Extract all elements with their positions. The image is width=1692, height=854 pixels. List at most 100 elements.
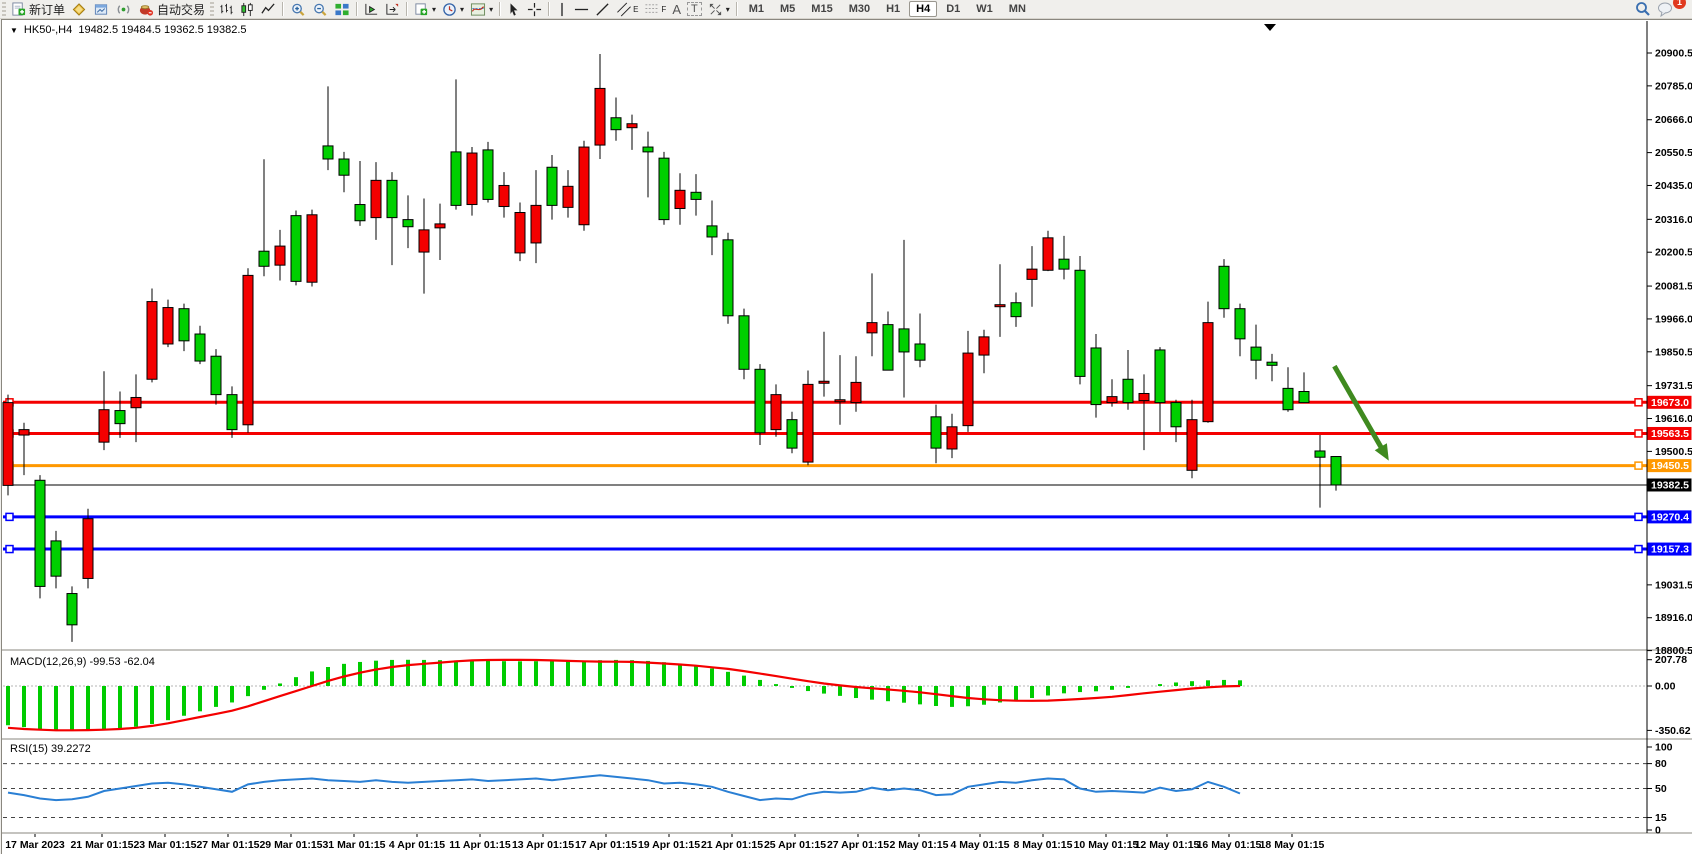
new-window-button[interactable] — [90, 1, 112, 18]
chat-button[interactable]: 1 — [1654, 0, 1686, 18]
line-handle[interactable] — [5, 544, 14, 554]
arrows-dropdown[interactable]: ▾ — [705, 1, 733, 18]
autotrading-button[interactable]: 自动交易 — [135, 1, 208, 18]
crosshair-button[interactable] — [524, 1, 545, 18]
candle-body-down — [1170, 402, 1182, 428]
hline-19270.4[interactable] — [3, 512, 1647, 522]
panel-separators[interactable] — [2, 649, 1692, 835]
timeframe-button-M15[interactable]: M15 — [811, 3, 833, 15]
new-order-button[interactable]: 新订单 — [8, 1, 68, 18]
candle-body-down — [610, 117, 622, 131]
timeframe-button-D1[interactable]: D1 — [946, 3, 961, 15]
candle-body-up — [514, 212, 526, 254]
timeframe-button-H4[interactable]: H4 — [909, 1, 938, 17]
search-button[interactable] — [1631, 1, 1654, 18]
channel-sub-label: E — [633, 4, 639, 14]
candles-layer — [2, 53, 1342, 642]
rsi-tick-label: 50 — [1655, 783, 1667, 795]
timeframe-button-M30[interactable]: M30 — [848, 3, 871, 15]
cursor-icon — [507, 2, 521, 17]
symbol-ohlc-line[interactable]: ▼ HK50-,H4 19482.5 19484.5 19362.5 19382… — [10, 24, 247, 36]
candle-body-up — [1106, 396, 1118, 404]
candle-chart-button[interactable] — [237, 1, 258, 18]
toolbar-grip — [210, 2, 215, 16]
price-badge-text: 19563.5 — [1651, 428, 1689, 440]
candle-body-down — [1330, 456, 1342, 486]
macd-panel — [3, 658, 1647, 732]
timeframe-button-M1[interactable]: M1 — [748, 3, 765, 15]
toolbar-separator — [499, 2, 502, 16]
chart-shift-button[interactable] — [382, 1, 403, 18]
horizontal-line-button[interactable] — [571, 1, 592, 18]
text-button[interactable]: A — [669, 1, 684, 18]
timeframe-button-W1[interactable]: W1 — [976, 3, 993, 15]
market-watch-button[interactable] — [68, 1, 90, 18]
new-chart-dropdown[interactable]: ▾ — [411, 1, 439, 18]
line-handle[interactable] — [1634, 398, 1643, 407]
vertical-line-button[interactable] — [553, 1, 571, 18]
line-handle[interactable] — [1634, 544, 1643, 554]
macd-indicator-label: MACD(12,26,9) -99.53 -62.04 — [10, 656, 155, 668]
time-axis[interactable]: 17 Mar 2023 21 Mar 01:15 23 Mar 01:15 27 Ma… — [5, 834, 1325, 851]
fibonacci-button[interactable]: F — [641, 1, 669, 18]
candle-body-down — [50, 540, 62, 577]
candle-body-down — [786, 419, 798, 449]
trendline-button[interactable] — [592, 1, 613, 18]
candle-body-up — [18, 429, 30, 436]
rsi-tick-label: 0 — [1655, 825, 1661, 837]
candle-body-up — [98, 409, 110, 443]
line-handle[interactable] — [1634, 429, 1643, 438]
line-chart-button[interactable] — [258, 1, 279, 18]
chart-shift-marker[interactable] — [1264, 24, 1276, 31]
rsi-panel — [3, 763, 1647, 819]
bar-chart-button[interactable] — [216, 1, 237, 18]
cursor-button[interactable] — [504, 1, 524, 18]
time-tick-label: 11 Apr 01:15 — [449, 839, 511, 851]
price-tick-label: 20081.5 — [1655, 281, 1692, 293]
candle-body-down — [226, 394, 238, 431]
price-tick-label: 19966.0 — [1655, 313, 1692, 325]
indicators-dropdown[interactable]: ▾ — [467, 1, 496, 18]
crosshair-icon — [527, 2, 542, 17]
price-badge-text: 19270.4 — [1651, 511, 1689, 523]
timeframe-button-H1[interactable]: H1 — [886, 3, 901, 15]
dropdown-caret-icon: ▾ — [489, 4, 494, 14]
price-axis[interactable]: 20900.5 20785.0 20666.0 20550.5 20435.0 20316… — [1646, 21, 1692, 837]
candle-body-down — [210, 355, 222, 396]
dropdown-caret-icon: ▾ — [725, 4, 730, 14]
tile-windows-button[interactable] — [331, 1, 353, 18]
vertical-line-icon — [556, 2, 568, 17]
line-handle[interactable] — [1634, 461, 1643, 470]
equidistant-channel-button[interactable]: E — [613, 1, 641, 18]
text-label-button[interactable]: T — [684, 1, 705, 18]
signal-button[interactable] — [112, 1, 135, 18]
hline-19157.3[interactable] — [3, 544, 1647, 554]
timeframe-button-M5[interactable]: M5 — [780, 3, 796, 15]
price-tick-label: 18916.0 — [1655, 612, 1692, 624]
time-tick-label: 8 May 01:15 — [1014, 839, 1073, 851]
rsi-tick-label: 100 — [1655, 742, 1673, 754]
auto-scroll-button[interactable] — [361, 1, 382, 18]
toolbar-separator — [356, 2, 359, 16]
line-handle[interactable] — [1634, 512, 1643, 522]
price-tick-label: 19500.5 — [1655, 446, 1692, 458]
zoom-out-button[interactable] — [309, 1, 331, 18]
window-icon — [93, 2, 109, 17]
candle-body-down — [258, 250, 270, 267]
timeframe-button-MN[interactable]: MN — [1008, 3, 1026, 15]
period-dropdown[interactable]: ▾ — [439, 1, 467, 18]
rsi-line — [7, 774, 1241, 802]
zoom-in-button[interactable] — [287, 1, 309, 18]
collapse-triangle-icon[interactable]: ▼ — [10, 25, 18, 35]
price-tick-label: 20550.5 — [1655, 147, 1692, 159]
macd-tick-label: 207.78 — [1655, 654, 1687, 666]
candle-body-up — [978, 336, 990, 356]
trend-arrow-annotation[interactable] — [1332, 364, 1389, 461]
line-handle[interactable] — [5, 512, 14, 522]
candle-body-up — [866, 322, 878, 334]
chart-canvas[interactable]: 20900.5 20785.0 20666.0 20550.5 20435.0 20316… — [2, 20, 1692, 854]
price-tick-label: 20666.0 — [1655, 114, 1692, 126]
time-tick-label: 31 Mar 01:15 — [322, 839, 385, 851]
time-tick-label: 17 Apr 01:15 — [575, 839, 637, 851]
new-order-icon — [11, 1, 26, 17]
